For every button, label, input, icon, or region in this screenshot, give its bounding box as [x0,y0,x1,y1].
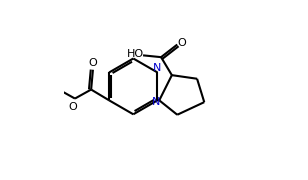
Text: O: O [89,58,97,68]
Text: O: O [177,38,186,48]
Text: O: O [69,102,78,112]
Text: N: N [152,97,160,107]
Text: HO: HO [126,50,144,59]
Text: N: N [153,63,162,73]
